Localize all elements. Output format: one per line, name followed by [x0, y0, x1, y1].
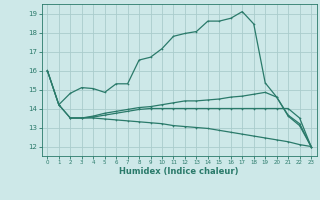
X-axis label: Humidex (Indice chaleur): Humidex (Indice chaleur): [119, 167, 239, 176]
